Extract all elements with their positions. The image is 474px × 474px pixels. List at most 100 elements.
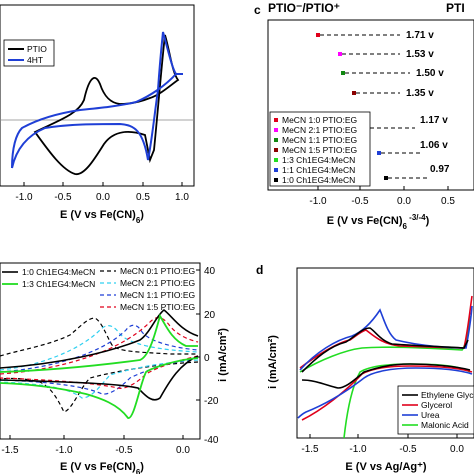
panel-c-marker-2 (341, 71, 345, 75)
panel-a-xtick-1: -0.5 (54, 192, 72, 203)
panel-c-row-1: 1.53 v (338, 49, 434, 60)
panel-b-legend-label-3: MeCN 2:1 PTIO:EG (120, 278, 195, 288)
panel-c-label: c (254, 3, 261, 17)
panel-c-value-2: 1.50 v (416, 68, 444, 79)
panel-b-ytick-2: 0 (204, 353, 210, 364)
panel-b: 40 20 0 -20 -40 i (mA/cm²) -1.5 -1.0 -0.… (0, 262, 229, 474)
panel-b-frame (0, 262, 201, 440)
panel-b-legend-label-5: MeCN 1:5 PTIO:EG (120, 302, 195, 312)
panel-c-row-3: 1.35 v (352, 88, 434, 99)
panel-c-marker-0 (316, 33, 320, 37)
panel-d-legend-label-0: Ethylene Glycol (421, 390, 474, 400)
panel-d-label: d (256, 263, 263, 277)
panel-a-xtick-4: 1.0 (175, 192, 189, 203)
panel-c-value-0: 1.71 v (406, 30, 434, 41)
panel-c-legend-label-2: MeCN 1:1 PTIO:EG (282, 135, 357, 145)
panel-d-series-eg (301, 327, 471, 389)
panel-b-xtick-3: 0.0 (176, 445, 190, 456)
panel-c-xtick-1: -0.5 (351, 196, 369, 207)
panel-b-legend-label-1: 1:3 Ch1EG4:MeCN (22, 279, 95, 289)
panel-b-ytick-1: 20 (204, 310, 216, 321)
panel-c-legend-swatch-0 (274, 118, 278, 122)
panel-c-frame (267, 19, 474, 191)
panel-a-legend (3, 39, 55, 67)
panel-a-xtick-0: -1.0 (15, 192, 33, 203)
panel-d-legend-items: Ethylene Glycol Glycerol Urea Malonic Ac… (402, 390, 474, 430)
panel-a-xtick-3: 0.5 (136, 192, 150, 203)
panel-c-value-4: 1.17 v (420, 115, 448, 126)
panel-a-legend-label-0: PTIO (27, 44, 47, 54)
panel-a-xtick-2: 0.0 (96, 192, 110, 203)
panel-c-value-3: 1.35 v (406, 88, 434, 99)
panel-c-legend-label-3: MeCN 1:5 PTIO:EG (282, 145, 357, 155)
panel-c: c PTIO⁻/PTIO⁺ PTI -1.0 -0.5 0.0 0.5 E (V… (254, 1, 474, 231)
panel-b-ytick-3: -20 (204, 396, 219, 407)
panel-c-legend-label-1: MeCN 2:1 PTIO:EG (282, 125, 357, 135)
panel-c-legend-swatch-6 (274, 178, 278, 182)
panel-d-legend-label-2: Urea (421, 410, 440, 420)
panel-a-legend-label-1: 4HT (27, 55, 43, 65)
panel-c-marker-5 (377, 151, 381, 155)
panel-c-row-6: 0.97 (384, 164, 450, 180)
panel-b-ytick-4: -40 (204, 435, 219, 446)
panel-c-legend-swatch-4 (274, 158, 278, 162)
panel-d-legend-label-1: Glycerol (421, 400, 452, 410)
panel-c-value-5: 1.06 v (420, 140, 448, 151)
panel-c-xtick-2: 0.0 (397, 196, 411, 207)
panel-c-legend-swatch-3 (274, 148, 278, 152)
panel-c-legend (269, 111, 371, 187)
panel-c-legend-swatch-1 (274, 128, 278, 132)
panel-a-xlabel: E (V vs Fe(CN)6) (60, 209, 144, 225)
panel-d-ylabel: i (mA/cm²) (267, 335, 279, 389)
panel-b-legend: 1:0 Ch1EG4:MeCN 1:3 Ch1EG4:MeCN MeCN 0:1… (2, 266, 195, 312)
panel-b-xtick-2: -0.5 (115, 445, 133, 456)
panel-c-legend-label-5: 1:1 Ch1EG4:MeCN (282, 165, 355, 175)
panel-c-xtick-0: -1.0 (309, 196, 327, 207)
panel-b-xtick-0: -1.5 (1, 445, 19, 456)
panel-b-legend-label-0: 1:0 Ch1EG4:MeCN (22, 267, 95, 277)
panel-c-xlabel: E (V vs Fe(CN)6 -3/-4) (327, 213, 430, 231)
panel-b-series-mecn-2-1 (0, 325, 199, 399)
panel-c-marker-1 (338, 52, 342, 56)
panel-d-legend (397, 385, 474, 435)
panel-c-row-4: 1.17 v (366, 115, 448, 130)
panel-b-xlabel: E (V vs Fe(CN)6) (60, 461, 144, 474)
panel-d-xtick-0: -1.5 (301, 444, 319, 455)
panel-c-title-right: PTI (446, 1, 465, 15)
panel-c-value-1: 1.53 v (406, 49, 434, 60)
panel-c-title: PTIO⁻/PTIO⁺ (268, 1, 340, 15)
panel-d-legend-label-3: Malonic Acid (421, 420, 469, 430)
panel-d-series-urea (297, 305, 473, 419)
panel-c-row-5: 1.06 v (377, 140, 448, 155)
panel-a-series-4ht (11, 31, 178, 169)
panel-c-value-6: 0.97 (430, 164, 450, 175)
panel-b-legend-label-2: MeCN 0:1 PTIO:EG (120, 266, 195, 276)
panel-a-frame (0, 4, 195, 187)
panel-d-frame (296, 267, 474, 439)
panel-d: d i (mA/cm²) -1.5 -1.0 -0.5 0.0 E (V vs … (256, 263, 474, 473)
panel-b-series-ch1eg4-1-0 (0, 308, 199, 401)
panel-b-series-ch1eg4-1-3 (0, 313, 199, 419)
panel-a: -1.0 -0.5 0.0 0.5 1.0 E (V vs Fe(CN)6) P… (0, 4, 195, 225)
panel-b-yticks (196, 269, 200, 440)
panel-d-xticks (309, 434, 458, 438)
panel-c-marker-3 (352, 91, 356, 95)
panel-c-legend-swatch-2 (274, 138, 278, 142)
panel-d-xtick-3: 0.0 (450, 444, 464, 455)
panel-d-xtick-1: -1.0 (349, 444, 367, 455)
panel-b-xticks (9, 435, 184, 439)
panel-b-ytick-0: 40 (204, 266, 216, 277)
panel-c-legend-label-6: 1:0 Ch1EG4:MeCN (282, 175, 355, 185)
panel-c-xticks (317, 186, 449, 190)
panel-b-legend-label-4: MeCN 1:1 PTIO:EG (120, 290, 195, 300)
panel-d-xtick-2: -0.5 (399, 444, 417, 455)
panel-c-legend-items: MeCN 1:0 PTIO:EG MeCN 2:1 PTIO:EG MeCN 1… (274, 115, 357, 185)
panel-d-xlabel: E (V vs Ag/Ag⁺) (345, 461, 427, 473)
panel-c-legend-label-4: 1:3 Ch1EG4:MeCN (282, 155, 355, 165)
panel-c-row-0: 1.71 v (316, 30, 434, 41)
panel-b-xtick-1: -1.0 (55, 445, 73, 456)
panel-c-row-2: 1.50 v (341, 68, 444, 79)
panel-c-legend-label-0: MeCN 1:0 PTIO:EG (282, 115, 357, 125)
panel-a-xticks (23, 182, 183, 186)
